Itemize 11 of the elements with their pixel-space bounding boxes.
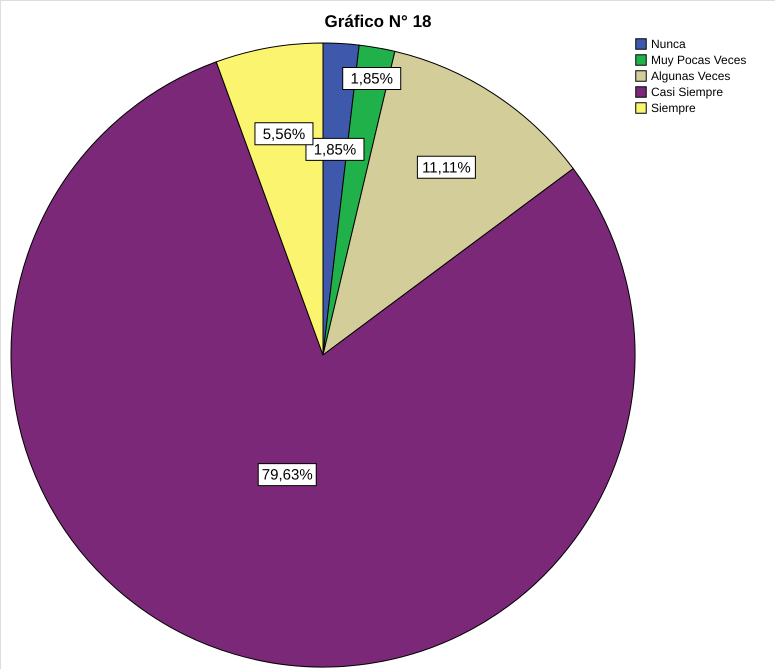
legend-label: Algunas Veces [651,69,730,83]
legend-label: Nunca [651,37,686,51]
data-label: 1,85% [314,141,356,158]
data-label: 1,85% [350,70,393,88]
legend-label: Muy Pocas Veces [651,53,746,67]
chart-title: Gráfico N° 18 [324,12,432,31]
data-label: 79,63% [262,466,313,484]
data-label: 11,11% [422,159,471,176]
legend-label: Casi Siempre [651,85,724,99]
data-label: 5,56% [262,126,306,143]
legend-label: Siempre [651,101,696,115]
